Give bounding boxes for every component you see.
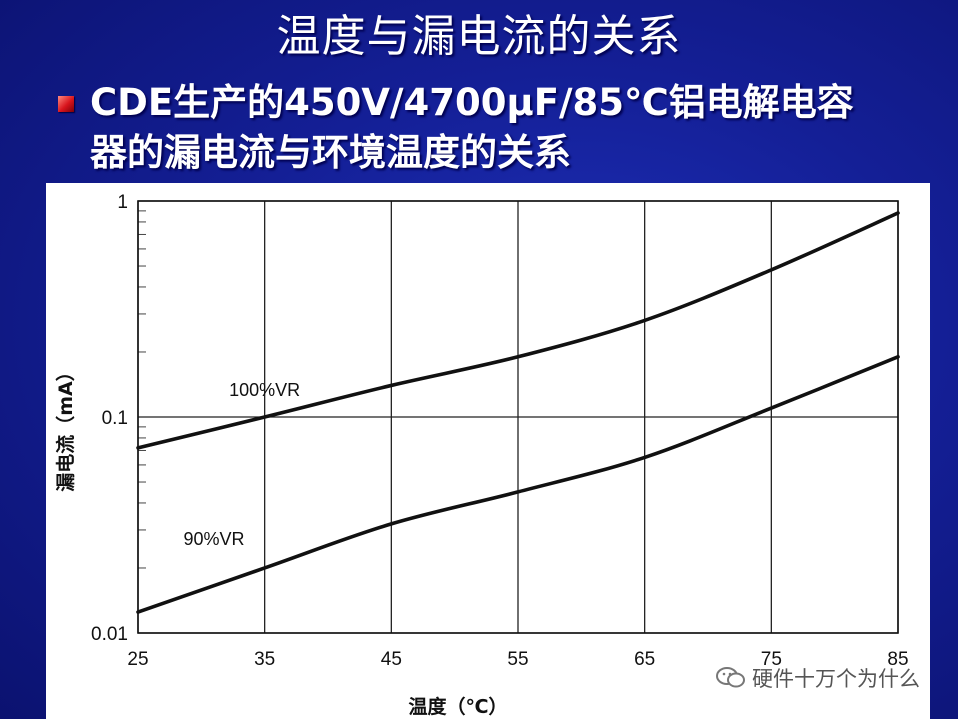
y-tick-label: 0.1 xyxy=(102,408,128,429)
x-axis-title: 温度（℃） xyxy=(408,695,507,718)
y-axis-title: 漏电流（mA） xyxy=(54,362,77,492)
watermark-text: 硬件十万个为什么 xyxy=(752,667,920,691)
x-tick-label: 85 xyxy=(887,649,908,670)
bullet-point: CDE生产的450V/4700μF/85℃铝电解电容 器的漏电流与环境温度的关系 xyxy=(58,78,938,178)
x-tick-label: 25 xyxy=(127,649,148,670)
x-tick-label: 35 xyxy=(254,649,275,670)
leakage-temperature-chart: 25 35 45 55 65 75 85 1 0.1 0.01 100%VR 90%VR 温度（℃） 漏电… xyxy=(54,192,909,718)
series-label-2: 90%VR xyxy=(183,529,244,549)
plot-frame xyxy=(137,200,899,634)
bullet-text: CDE生产的450V/4700μF/85℃铝电解电容 器的漏电流与环境温度的关系 xyxy=(90,78,854,178)
x-tick-label: 45 xyxy=(381,649,402,670)
chart-panel: 25 35 45 55 65 75 85 1 0.1 0.01 100%VR 90%VR 温度（℃） 漏电… xyxy=(46,183,930,719)
watermark: 硬件十万个为什么 xyxy=(716,663,920,693)
x-tick-label: 55 xyxy=(507,649,528,670)
y-tick-label: 0.01 xyxy=(91,624,128,645)
wechat-chat-icon xyxy=(716,666,746,690)
series-label-1: 100%VR xyxy=(229,380,300,400)
bullet-line-1: CDE生产的450V/4700μF/85℃铝电解电容 xyxy=(90,81,854,124)
bullet-line-2: 器的漏电流与环境温度的关系 xyxy=(90,131,571,174)
y-tick-label: 1 xyxy=(117,192,128,213)
slide-title: 温度与漏电流的关系 xyxy=(276,11,682,62)
x-tick-label: 65 xyxy=(634,649,655,670)
x-tick-label: 75 xyxy=(761,649,782,670)
series-line-1 xyxy=(136,211,900,450)
series-line-2 xyxy=(136,354,900,614)
square-bullet-icon xyxy=(58,96,74,112)
